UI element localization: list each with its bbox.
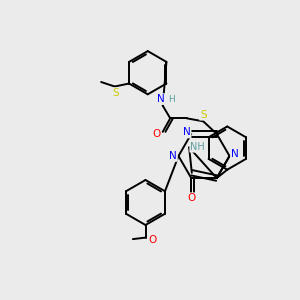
Text: O: O	[152, 129, 160, 139]
Text: N: N	[231, 148, 239, 159]
Text: O: O	[188, 193, 196, 203]
Text: S: S	[200, 110, 207, 120]
Text: N: N	[169, 151, 177, 161]
Text: NH: NH	[190, 142, 205, 152]
Text: H: H	[168, 94, 175, 103]
Text: O: O	[148, 235, 156, 245]
Text: N: N	[183, 128, 190, 137]
Text: N: N	[158, 94, 165, 104]
Text: S: S	[113, 88, 119, 98]
